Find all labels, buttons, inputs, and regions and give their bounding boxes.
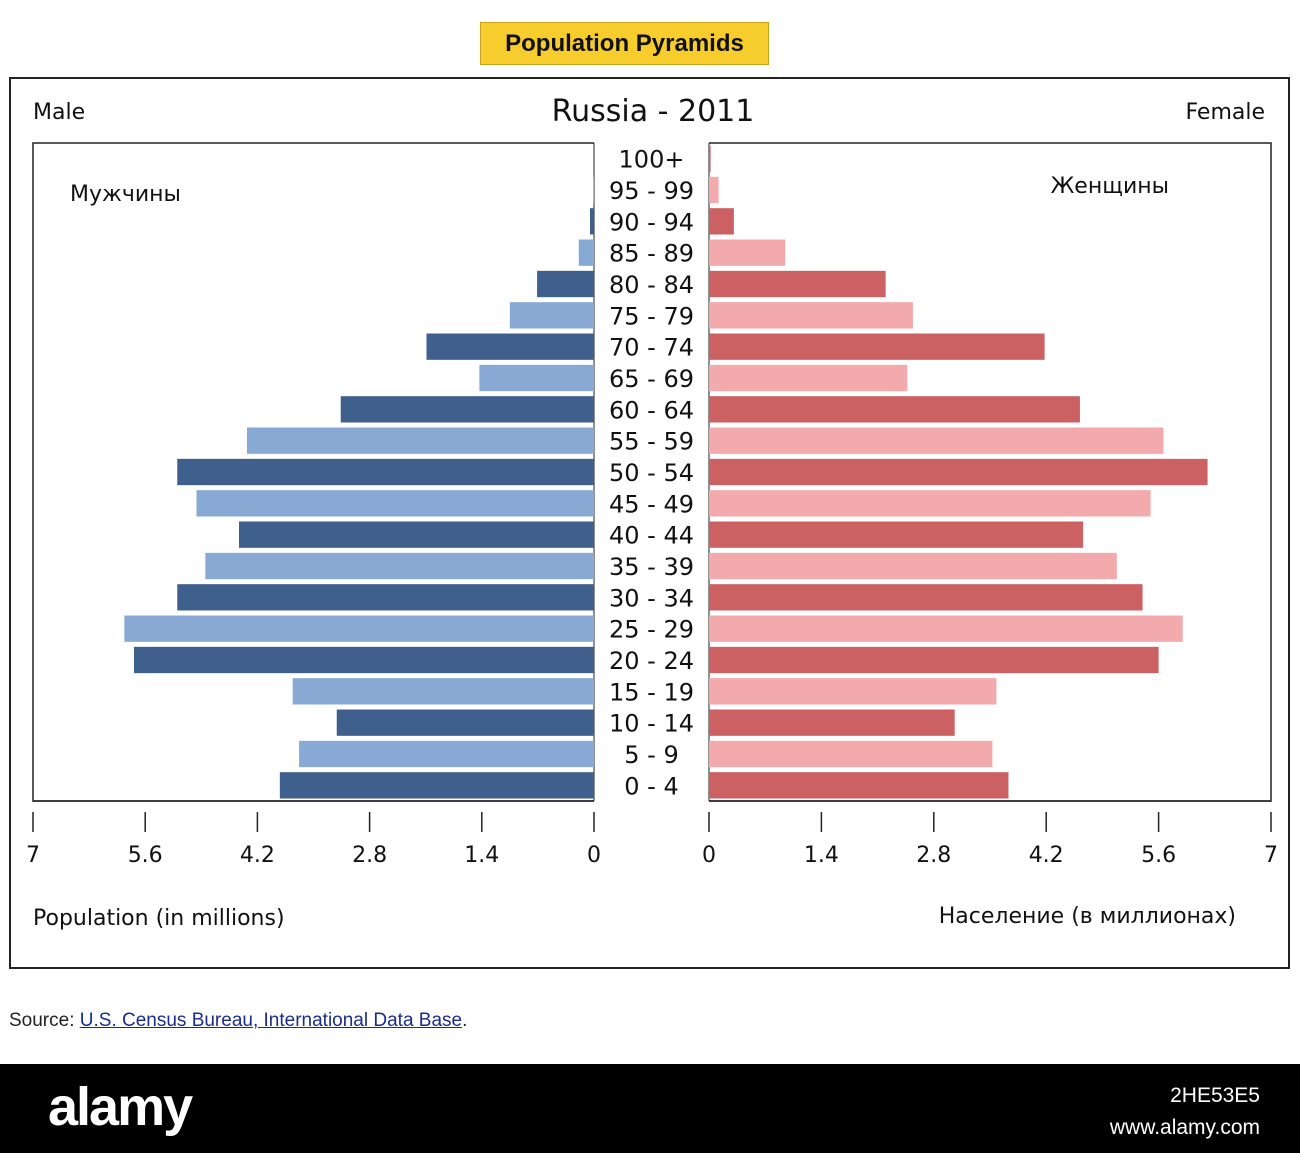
age-group-label: 75 - 79 xyxy=(609,302,694,330)
age-group-label: 15 - 19 xyxy=(609,678,694,706)
male-bar xyxy=(246,427,594,454)
female-label: Female xyxy=(1185,100,1265,125)
male-bar xyxy=(133,646,595,674)
age-group-label: 70 - 74 xyxy=(609,334,694,362)
population-pyramid-chart: Russia - 2011 Male Female Мужчины Женщин… xyxy=(26,94,1278,931)
male-bar xyxy=(299,740,594,768)
male-bar xyxy=(205,552,595,580)
plot-area: 100+ 95 - 99 90 - 94 85 - 89 80 - 84 75 - 79 7… xyxy=(26,142,1278,868)
female-bar xyxy=(709,458,1208,486)
female-bar xyxy=(709,521,1084,548)
male-bar xyxy=(336,709,594,736)
female-bar xyxy=(709,427,1164,454)
male-bar xyxy=(537,270,594,298)
female-bar xyxy=(709,239,786,266)
age-group-label: 5 - 9 xyxy=(624,741,678,769)
chart-title: Russia - 2011 xyxy=(552,94,755,129)
age-group-label: 65 - 69 xyxy=(609,365,694,393)
female-bar xyxy=(709,740,993,768)
male-bar xyxy=(292,678,594,705)
male-bar xyxy=(589,208,594,235)
male-label-ru: Мужчины xyxy=(70,182,181,207)
female-bar xyxy=(709,646,1159,674)
source-line: Source: U.S. Census Bureau, Internationa… xyxy=(9,1010,467,1032)
age-group-label: 90 - 94 xyxy=(609,208,694,236)
source-prefix: Source: xyxy=(9,1010,80,1031)
age-group-label: 30 - 34 xyxy=(609,584,694,612)
source-suffix: . xyxy=(462,1010,468,1031)
x-axis-label-left: Population (in millions) xyxy=(33,906,285,931)
female-bar xyxy=(709,270,886,298)
male-x-tick-label: 5.6 xyxy=(128,843,163,868)
age-group-label: 80 - 84 xyxy=(609,271,694,299)
page-title-badge: Population Pyramids xyxy=(480,22,769,65)
male-x-tick-label: 7 xyxy=(26,843,40,868)
female-x-tick-label: 5.6 xyxy=(1141,843,1176,868)
x-axis-label-right: Население (в миллионах) xyxy=(939,904,1236,929)
female-bar xyxy=(709,364,908,392)
female-bar xyxy=(709,145,711,172)
source-link[interactable]: U.S. Census Bureau, International Data B… xyxy=(79,1010,463,1031)
male-bar xyxy=(279,772,594,799)
age-group-label: 100+ xyxy=(619,146,685,174)
age-group-label: 20 - 24 xyxy=(609,647,694,675)
male-x-tick-label: 2.8 xyxy=(352,843,387,868)
female-x-tick-label: 1.4 xyxy=(804,843,839,868)
female-x-tick-label: 7 xyxy=(1264,843,1278,868)
chart-frame xyxy=(9,77,1290,969)
male-bar xyxy=(238,521,594,548)
male-x-tick-label: 1.4 xyxy=(464,843,499,868)
age-group-label: 0 - 4 xyxy=(624,772,678,800)
female-bar xyxy=(709,490,1151,517)
age-group-label: 85 - 89 xyxy=(609,240,694,268)
website: www.alamy.com xyxy=(1109,1116,1260,1139)
female-label-ru: Женщины xyxy=(1051,174,1169,199)
alamy-logo: alamy xyxy=(48,1077,193,1137)
male-x-tick-label: 0 xyxy=(587,843,601,868)
female-x-tick-label: 0 xyxy=(702,843,716,868)
female-bar xyxy=(709,396,1080,423)
female-x-tick-label: 4.2 xyxy=(1029,843,1064,868)
male-bar xyxy=(196,490,594,517)
age-group-label: 50 - 54 xyxy=(609,459,694,487)
female-bar xyxy=(709,615,1183,642)
age-group-label: 60 - 64 xyxy=(609,396,694,424)
age-group-label: 40 - 44 xyxy=(609,522,694,550)
male-bar xyxy=(124,615,594,642)
female-bar xyxy=(709,709,955,736)
female-bar xyxy=(709,176,719,204)
male-bar xyxy=(177,458,594,486)
male-x-tick-label: 4.2 xyxy=(240,843,275,868)
male-bar xyxy=(509,302,594,329)
male-bar xyxy=(340,396,594,423)
watermark-footer: alamy 2HE53E5 www.alamy.com xyxy=(0,1064,1300,1153)
age-group-label: 95 - 99 xyxy=(609,177,694,205)
female-bar xyxy=(709,584,1143,611)
age-group-label: 10 - 14 xyxy=(609,710,694,738)
image-code: 2HE53E5 xyxy=(1170,1084,1260,1107)
age-group-label: 25 - 29 xyxy=(609,616,694,644)
male-bar xyxy=(578,239,594,266)
female-bar xyxy=(709,678,997,705)
female-bar xyxy=(709,302,913,329)
male-bar xyxy=(479,364,594,392)
male-bar xyxy=(177,584,594,611)
female-bar xyxy=(709,333,1045,360)
male-label: Male xyxy=(33,100,85,125)
female-bar xyxy=(709,208,734,235)
female-bar xyxy=(709,772,1009,799)
age-group-label: 55 - 59 xyxy=(609,428,694,456)
female-x-tick-label: 2.8 xyxy=(916,843,951,868)
age-group-label: 35 - 39 xyxy=(609,553,694,581)
male-bar xyxy=(593,176,594,204)
age-group-label: 45 - 49 xyxy=(609,490,694,518)
female-bar xyxy=(709,552,1117,580)
male-bar xyxy=(426,333,594,360)
